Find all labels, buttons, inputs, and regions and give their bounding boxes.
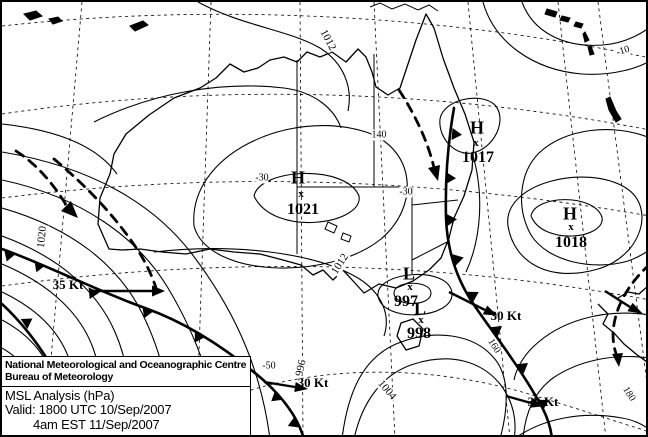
coastline-islands — [23, 2, 622, 243]
bureau-name: Bureau of Meteorology — [5, 370, 114, 383]
wind-arrows — [90, 289, 631, 405]
valid-time-utc: Valid: 1800 UTC 10/Sep/2007 — [5, 402, 172, 417]
pressure-system-letter-997: L — [402, 263, 416, 284]
issuing-centre-block: National Meteorological and Oceanographi… — [2, 357, 250, 387]
pressure-centre-mark-1017: x — [473, 137, 479, 149]
pressure-system-letter-998: L — [413, 298, 427, 319]
graticule-label--30-2: -30 — [399, 186, 413, 198]
centre-name: National Meteorological and Oceanographi… — [5, 358, 247, 371]
graticule-label-160-5: 160 — [485, 336, 503, 356]
wind-speed-label-0: 35 Kt — [52, 277, 84, 292]
isobar-label-1012-1: 1012 — [328, 250, 352, 278]
isobar-label-1004-4: 1004 — [374, 376, 400, 404]
wind-speed-label-3: 30 Kt — [527, 394, 559, 409]
pressure-value-998: 998 — [407, 325, 431, 342]
graticule-label-180-6: 180 — [620, 384, 638, 404]
trough-lines — [14, 88, 646, 361]
isobar-label-1020-2: 1020 — [34, 224, 50, 250]
isobar-label-1012-0: 1012 — [317, 26, 339, 54]
wind-speed-label-1: 30 Kt — [490, 308, 522, 323]
wind-arrowheads — [152, 285, 643, 408]
state-borders — [296, 54, 459, 274]
pressure-value-1021: 1021 — [287, 201, 319, 218]
graticule-label--30-1: -30 — [255, 172, 269, 184]
wind-speed-label-2: 30 Kt — [297, 375, 329, 390]
pressure-centre-mark-997: x — [407, 281, 413, 293]
pressure-centre-mark-1018: x — [568, 221, 574, 233]
pressure-system-letter-1021: H — [290, 167, 306, 188]
trough-arrowheads — [61, 165, 623, 367]
pressure-value-1017: 1017 — [462, 149, 494, 166]
pressure-value-1018: 1018 — [555, 234, 587, 251]
pressure-system-letter-1017: H — [469, 117, 485, 138]
graticule-label-140-4: 140 — [371, 129, 387, 141]
chart-info-box: National Meteorological and Oceanographi… — [2, 355, 251, 436]
graticule-label--50-3: -50 — [262, 360, 276, 372]
valid-time-local: 4am EST 11/Sep/2007 — [33, 416, 160, 432]
pressure-centre-mark-998: x — [418, 314, 424, 326]
product-title: MSL Analysis (hPa) — [5, 387, 115, 403]
pressure-centre-mark-1021: x — [298, 188, 304, 200]
graticule-label--10-0: -10 — [614, 43, 632, 59]
coastline-australia — [97, 13, 475, 351]
pressure-value-997: 997 — [394, 293, 418, 310]
analysis-details-block: MSL Analysis (hPa) Valid: 1800 UTC 10/Se… — [2, 387, 250, 436]
pressure-system-letter-1018: H — [562, 203, 578, 224]
